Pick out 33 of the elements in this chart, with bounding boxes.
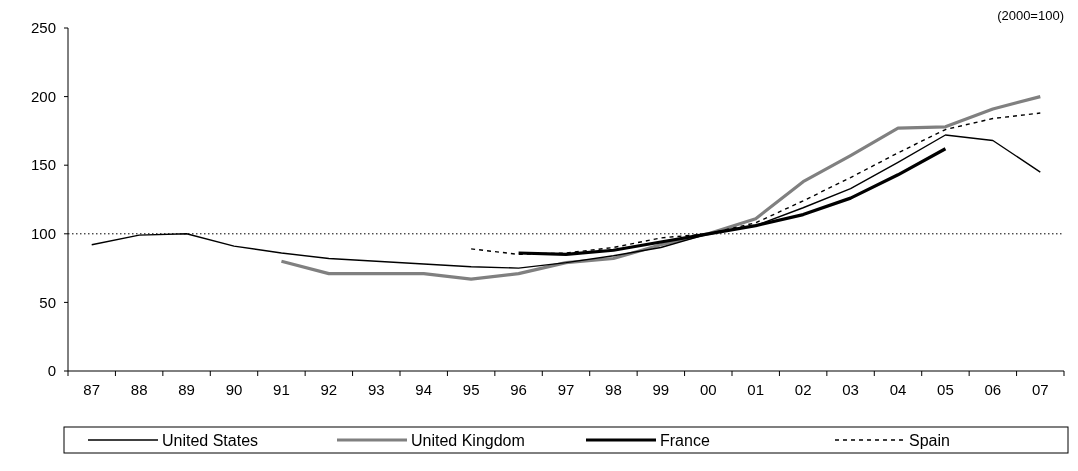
x-tick-label: 88 bbox=[130, 381, 148, 398]
x-tick-label: 93 bbox=[367, 381, 385, 398]
x-tick-label: 97 bbox=[557, 381, 575, 398]
x-tick-label: 95 bbox=[462, 381, 480, 398]
y-tick-label: 150 bbox=[30, 156, 56, 174]
legend-label: United States bbox=[162, 431, 259, 449]
line-series bbox=[279, 95, 1042, 281]
x-tick-label: 03 bbox=[842, 381, 859, 398]
x-tick-label: 01 bbox=[747, 381, 765, 398]
y-tick-label: 250 bbox=[30, 19, 56, 37]
y-tick-label: 50 bbox=[39, 293, 56, 311]
x-tick-label: 02 bbox=[794, 381, 812, 398]
y-tick-label: 200 bbox=[30, 87, 56, 105]
x-tick-label: 96 bbox=[510, 381, 527, 398]
x-tick-label: 00 bbox=[699, 381, 717, 398]
x-tick-label: 92 bbox=[320, 381, 338, 398]
x-tick-label: 05 bbox=[937, 381, 954, 398]
x-tick-label: 87 bbox=[83, 381, 101, 398]
y-tick-label: 100 bbox=[30, 225, 56, 243]
x-tick-label: 94 bbox=[415, 381, 433, 398]
legend-label: France bbox=[660, 431, 710, 449]
legend-label: United Kingdom bbox=[411, 431, 525, 449]
x-tick-label: 98 bbox=[605, 381, 622, 398]
text: (2000=100) bbox=[997, 8, 1064, 23]
x-tick-label: 06 bbox=[984, 381, 1002, 398]
legend-label: Spain bbox=[909, 431, 950, 449]
y-tick-label: 0 bbox=[47, 362, 56, 380]
x-tick-label: 04 bbox=[889, 381, 907, 398]
x-tick-label: 07 bbox=[1031, 381, 1049, 398]
x-tick-label: 91 bbox=[273, 381, 290, 398]
x-tick-label: 90 bbox=[225, 381, 243, 398]
x-tick-label: 89 bbox=[178, 381, 195, 398]
x-tick-label: 99 bbox=[652, 381, 670, 398]
